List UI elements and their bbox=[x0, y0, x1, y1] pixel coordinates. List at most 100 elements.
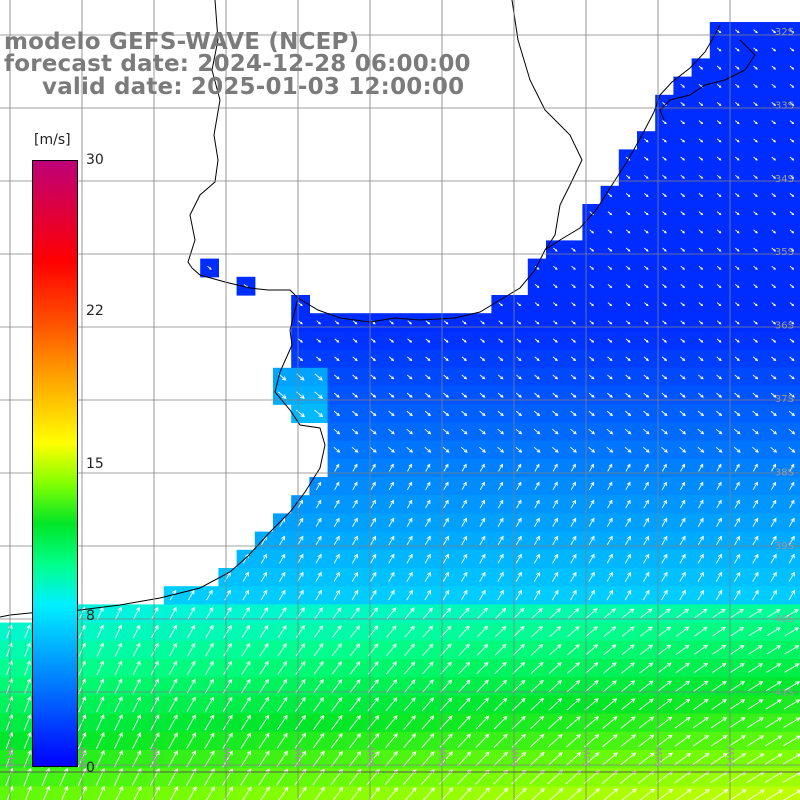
wind-arrow bbox=[442, 428, 450, 435]
wind-arrow bbox=[661, 589, 668, 601]
wind-arrow bbox=[475, 751, 490, 767]
wind-cell bbox=[782, 404, 800, 423]
wind-arrow bbox=[388, 589, 395, 601]
wind-arrow bbox=[698, 120, 704, 125]
wind-cell bbox=[291, 786, 310, 800]
wind-arrow bbox=[369, 589, 377, 601]
wind-arrow bbox=[479, 392, 486, 398]
wind-arrow bbox=[312, 732, 325, 749]
wind-arrow bbox=[643, 481, 649, 491]
wind-arrow bbox=[132, 624, 141, 639]
wind-arrow bbox=[729, 717, 746, 729]
wind-arrow bbox=[385, 697, 398, 712]
wind-arrow bbox=[370, 499, 376, 509]
wind-arrow bbox=[423, 787, 436, 800]
wind-arrow bbox=[583, 770, 600, 785]
wind-arrow bbox=[279, 535, 286, 546]
wind-arrow bbox=[607, 320, 613, 325]
wind-arrow bbox=[625, 481, 631, 491]
wind-arrow bbox=[278, 589, 286, 601]
wind-arrow bbox=[602, 734, 618, 748]
wind-arrow bbox=[370, 517, 376, 527]
wind-arrow bbox=[132, 714, 141, 731]
wind-arrow bbox=[638, 734, 655, 747]
wind-arrow bbox=[566, 716, 581, 729]
wind-arrow bbox=[644, 302, 649, 307]
wind-arrow bbox=[680, 265, 686, 270]
wind-arrow bbox=[388, 517, 395, 527]
wind-arrow bbox=[259, 678, 269, 694]
wind-arrow bbox=[679, 428, 687, 435]
wind-arrow bbox=[698, 65, 704, 70]
wind-arrow bbox=[643, 392, 650, 398]
wind-arrow bbox=[295, 625, 305, 638]
colorbar-tick-22: 22 bbox=[86, 303, 104, 319]
wind-arrow bbox=[475, 733, 490, 748]
wind-arrow bbox=[352, 320, 358, 325]
wind-arrow bbox=[315, 553, 322, 564]
wind-arrow bbox=[694, 626, 708, 637]
wind-arrow bbox=[352, 410, 359, 417]
wind-arrow bbox=[570, 410, 577, 417]
wind-arrow bbox=[661, 410, 668, 417]
wind-arrow bbox=[424, 446, 432, 453]
wind-arrow bbox=[23, 714, 32, 731]
wind-arrow bbox=[549, 626, 562, 638]
wind-arrow bbox=[624, 553, 631, 564]
wind-arrow bbox=[204, 678, 214, 694]
wind-arrow bbox=[788, 410, 796, 417]
wind-arrow bbox=[606, 446, 614, 453]
wind-arrow bbox=[644, 193, 649, 197]
wind-arrow bbox=[607, 463, 613, 472]
wind-arrow bbox=[276, 750, 288, 768]
wind-arrow bbox=[515, 571, 522, 582]
wind-arrow bbox=[734, 410, 741, 417]
wind-arrow bbox=[566, 662, 581, 674]
wind-arrow bbox=[150, 714, 160, 731]
wind-arrow bbox=[606, 428, 614, 435]
wind-arrow bbox=[223, 642, 232, 657]
wind-arrow bbox=[676, 626, 690, 637]
wind-cell bbox=[345, 786, 365, 800]
wind-arrow bbox=[602, 680, 617, 693]
wind-cell bbox=[546, 786, 565, 800]
wind-arrow bbox=[735, 320, 740, 325]
wind-arrow bbox=[407, 320, 413, 325]
wind-arrow bbox=[715, 553, 722, 564]
wind-arrow bbox=[460, 446, 468, 453]
wind-arrow bbox=[497, 374, 504, 380]
wind-arrow bbox=[698, 229, 704, 234]
wind-arrow bbox=[784, 663, 800, 673]
wind-arrow bbox=[638, 752, 655, 766]
wind-arrow bbox=[369, 446, 377, 453]
wind-arrow bbox=[222, 750, 233, 768]
wind-cell bbox=[782, 367, 800, 387]
wind-arrow bbox=[789, 481, 795, 491]
wind-arrow bbox=[552, 553, 559, 564]
wind-arrow bbox=[625, 302, 631, 307]
wind-cell bbox=[782, 149, 800, 169]
wind-arrow bbox=[367, 733, 380, 749]
wind-arrow bbox=[785, 609, 799, 618]
wind-arrow bbox=[625, 374, 631, 380]
wind-arrow bbox=[693, 698, 709, 710]
wind-arrow bbox=[95, 750, 105, 768]
wind-arrow bbox=[662, 156, 667, 161]
wind-arrow bbox=[753, 47, 758, 52]
wind-arrow bbox=[403, 733, 417, 749]
wind-arrow bbox=[331, 714, 343, 730]
wind-arrow bbox=[588, 392, 595, 398]
wind-arrow bbox=[734, 499, 740, 509]
wind-arrow bbox=[114, 696, 123, 713]
wind-arrow bbox=[552, 571, 559, 582]
wind-arrow bbox=[644, 247, 649, 252]
latitude-label: 33S bbox=[775, 100, 794, 111]
wind-arrow bbox=[620, 698, 636, 711]
wind-arrow bbox=[205, 624, 214, 639]
wind-arrow bbox=[570, 589, 577, 601]
wind-arrow bbox=[114, 642, 123, 657]
wind-arrow bbox=[644, 265, 649, 270]
wind-arrow bbox=[588, 499, 595, 509]
wind-arrow bbox=[571, 265, 576, 270]
wind-arrow bbox=[716, 499, 722, 509]
